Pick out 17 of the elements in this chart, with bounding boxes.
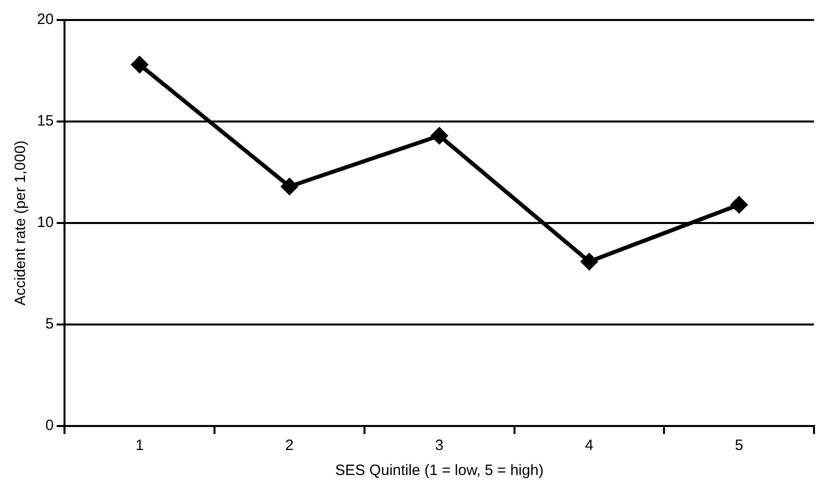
- point: [580, 252, 598, 271]
- point: [730, 196, 748, 214]
- x-axis-title: SES Quintile (1 = low, 5 = high): [335, 462, 544, 480]
- y-axis-title: Accident rate (per 1,000): [12, 140, 30, 306]
- x-tick-label: 5: [734, 437, 744, 454]
- point: [130, 56, 149, 74]
- x-tick-label: 1: [135, 437, 144, 454]
- point: [430, 126, 448, 145]
- point: [280, 177, 298, 196]
- x-tick-label: 2: [285, 437, 294, 454]
- y-tick-label: 10: [36, 214, 54, 232]
- y-tick-label: 20: [36, 11, 54, 28]
- x-tick-label: 4: [585, 437, 594, 454]
- y-tick-label: 0: [45, 417, 54, 434]
- y-tick-label: 5: [45, 316, 54, 333]
- y-tick-label: 15: [36, 112, 54, 130]
- x-tick-label: 3: [435, 437, 444, 454]
